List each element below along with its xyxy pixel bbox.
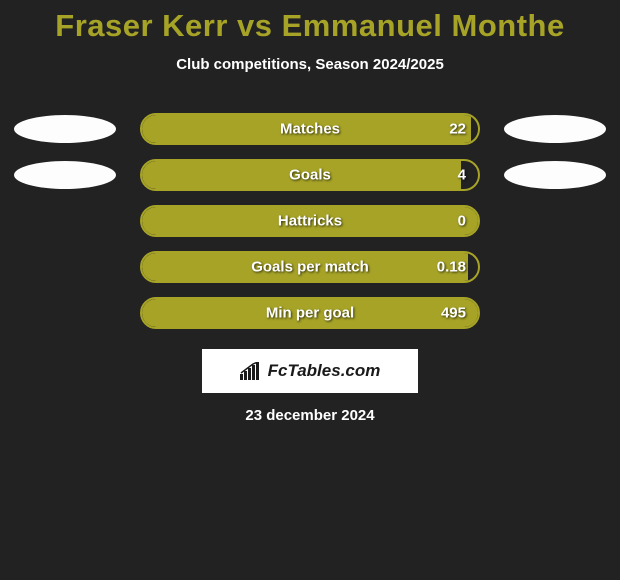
stat-label: Hattricks bbox=[278, 213, 342, 230]
logo-inner: FcTables.com bbox=[240, 361, 381, 381]
stat-row: Goals 4 bbox=[0, 159, 620, 191]
stat-label: Min per goal bbox=[266, 305, 354, 322]
stat-value: 0 bbox=[458, 213, 466, 230]
stat-label: Matches bbox=[280, 121, 340, 138]
stat-row: Hattricks 0 bbox=[0, 205, 620, 237]
stat-value: 4 bbox=[458, 167, 466, 184]
logo-box[interactable]: FcTables.com bbox=[202, 349, 418, 393]
player-left-ellipse bbox=[14, 161, 116, 189]
bar-chart-icon bbox=[240, 362, 262, 380]
date-text: 23 december 2024 bbox=[0, 407, 620, 424]
stat-bar: Goals per match 0.18 bbox=[140, 251, 480, 283]
player-left-ellipse bbox=[14, 115, 116, 143]
player-right-ellipse bbox=[504, 161, 606, 189]
stat-value: 495 bbox=[441, 305, 466, 322]
subtitle: Club competitions, Season 2024/2025 bbox=[0, 56, 620, 73]
stat-row: Min per goal 495 bbox=[0, 297, 620, 329]
stat-row: Goals per match 0.18 bbox=[0, 251, 620, 283]
stat-bar: Goals 4 bbox=[140, 159, 480, 191]
page-title: Fraser Kerr vs Emmanuel Monthe bbox=[0, 8, 620, 44]
player-right-ellipse bbox=[504, 115, 606, 143]
stat-value: 22 bbox=[449, 121, 466, 138]
stat-label: Goals per match bbox=[251, 259, 369, 276]
comparison-container: Fraser Kerr vs Emmanuel Monthe Club comp… bbox=[0, 0, 620, 424]
logo-text: FcTables.com bbox=[268, 361, 381, 381]
stat-bar: Min per goal 495 bbox=[140, 297, 480, 329]
stat-row: Matches 22 bbox=[0, 113, 620, 145]
stat-bar: Hattricks 0 bbox=[140, 205, 480, 237]
stat-value: 0.18 bbox=[437, 259, 466, 276]
stat-bar: Matches 22 bbox=[140, 113, 480, 145]
stat-label: Goals bbox=[289, 167, 331, 184]
stats-rows: Matches 22 Goals 4 Hattricks 0 Goals per match… bbox=[0, 113, 620, 329]
